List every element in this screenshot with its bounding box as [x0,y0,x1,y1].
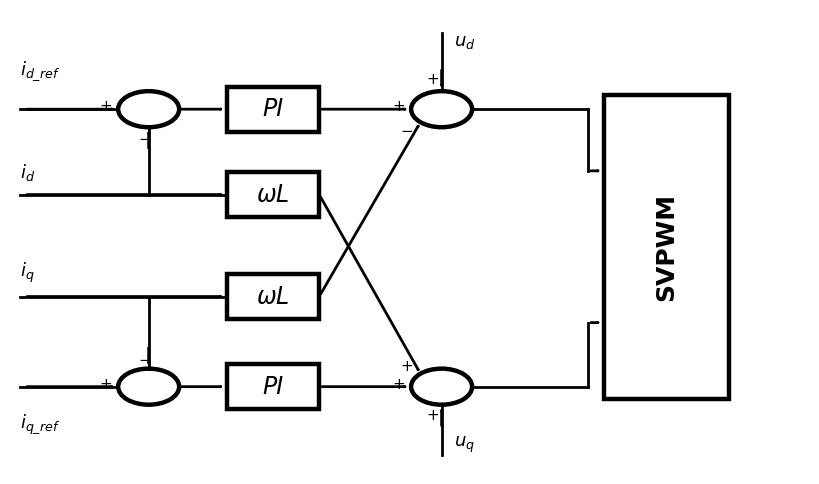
Text: $i_d$: $i_d$ [20,162,35,183]
Text: $u_d$: $u_d$ [454,33,475,51]
Text: $-$: $-$ [138,351,152,366]
Text: $\omega L$: $\omega L$ [256,285,290,308]
FancyBboxPatch shape [227,172,319,217]
Text: $i_{q\_ref}$: $i_{q\_ref}$ [20,413,61,436]
Text: $-$: $-$ [400,122,414,137]
Text: +: + [392,99,405,114]
FancyBboxPatch shape [227,274,319,319]
FancyBboxPatch shape [604,95,729,398]
Text: $\omega L$: $\omega L$ [256,182,290,207]
Text: PI: PI [262,97,283,121]
Text: +: + [426,73,439,88]
Text: $i_{d\_ref}$: $i_{d\_ref}$ [20,60,61,83]
Text: +: + [400,359,414,374]
FancyBboxPatch shape [227,87,319,132]
Text: $-$: $-$ [138,130,152,145]
Text: $u_q$: $u_q$ [454,435,474,455]
Text: +: + [99,99,111,114]
Text: $i_q$: $i_q$ [20,260,34,285]
Text: SVPWM: SVPWM [654,193,678,301]
Text: +: + [426,408,439,424]
Text: +: + [99,377,111,392]
FancyBboxPatch shape [227,364,319,409]
Text: +: + [392,377,405,392]
Text: PI: PI [262,375,283,399]
